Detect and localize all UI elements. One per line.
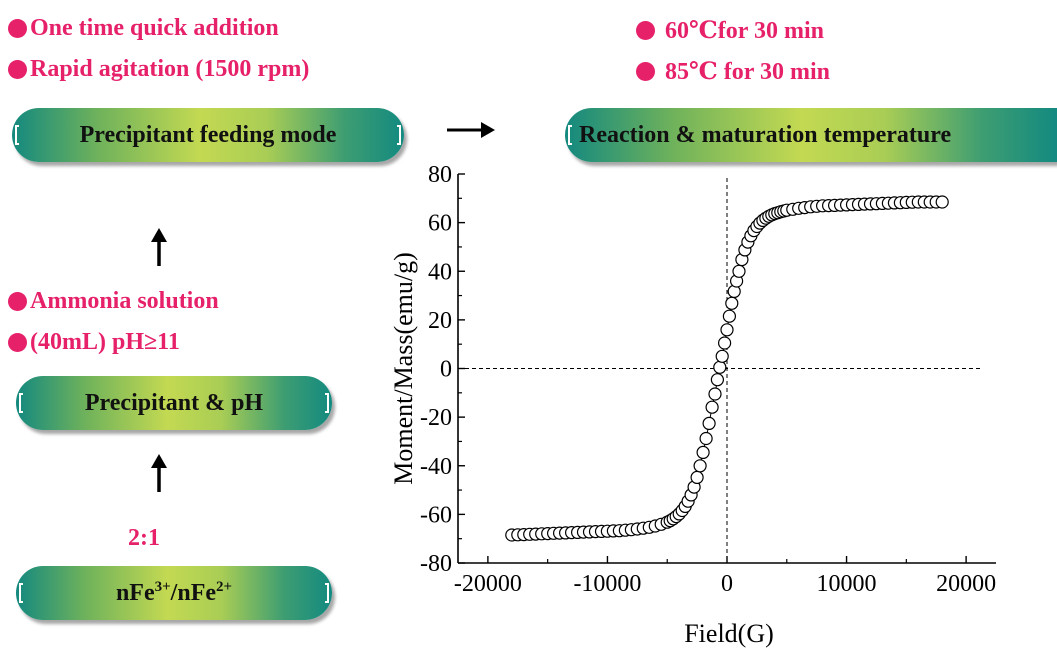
data-point <box>699 431 713 446</box>
bullet-dot-icon <box>8 19 27 38</box>
y-tick-label: 40 <box>428 259 452 285</box>
bullet-dot-icon <box>8 333 27 352</box>
step-precipitant-ph-label: Precipitant & pH <box>84 389 264 416</box>
data-point <box>935 195 949 209</box>
bullet-dot-icon <box>8 292 27 311</box>
up-arrow-icon <box>151 454 167 492</box>
x-tick-label: 20000 <box>936 571 996 597</box>
y-tick-label: -40 <box>420 454 452 480</box>
data-point <box>722 309 737 323</box>
feeding-condition-1: One time quick addition <box>8 15 279 42</box>
data-point <box>715 349 729 363</box>
data-point <box>720 323 734 337</box>
temperature-condition-2: 85℃ for 30 min <box>636 56 830 86</box>
step-fe-ratio: nFe3+/nFe2+ <box>16 566 332 620</box>
data-point <box>708 387 722 401</box>
y-tick-label: -60 <box>420 502 452 528</box>
step-feeding-mode-label: Precipitant feeding mode <box>79 121 337 148</box>
temperature-condition-1-text: 60℃for 30 min <box>665 18 824 44</box>
right-arrow-icon <box>447 122 495 138</box>
data-point <box>713 360 727 374</box>
y-tick-label: 60 <box>428 211 452 237</box>
precipitant-condition-1-text: Ammonia solution <box>30 288 219 314</box>
bullet-dot-icon <box>636 61 655 81</box>
feeding-condition-1-text: One time quick addition <box>30 15 279 41</box>
x-tick-label: -20000 <box>454 571 522 597</box>
y-tick-label: 20 <box>428 308 452 334</box>
bullet-dot-icon <box>636 20 655 40</box>
data-point <box>690 470 704 484</box>
data-point <box>717 336 732 350</box>
x-tick-label: 10000 <box>817 571 877 597</box>
y-tick-label: 0 <box>440 357 452 383</box>
x-tick-label: -10000 <box>573 571 641 597</box>
y-tick-label: -20 <box>420 405 452 431</box>
bullet-dot-icon <box>8 60 27 79</box>
data-point <box>705 400 719 414</box>
temperature-condition-2-text: 85℃ for 30 min <box>665 59 830 85</box>
data-point <box>696 445 710 459</box>
data-point <box>693 459 707 473</box>
step-fe-ratio-label: nFe3+/nFe2+ <box>115 579 233 606</box>
data-point <box>732 264 746 278</box>
y-tick-label: -80 <box>420 551 452 577</box>
data-point <box>710 373 725 387</box>
ratio-value: 2:1 <box>128 525 160 551</box>
x-axis-label: Field(G) <box>684 619 774 648</box>
precipitant-condition-2: (40mL) pH≥11 <box>8 329 180 356</box>
feeding-condition-2-text: Rapid agitation (1500 rpm) <box>30 56 310 82</box>
feeding-condition-2: Rapid agitation (1500 rpm) <box>8 56 309 83</box>
temperature-condition-1: 60℃for 30 min <box>636 15 824 45</box>
y-axis-label: Moment/Mass(emu/g) <box>389 252 418 485</box>
step-precipitant-ph: Precipitant & pH <box>16 376 332 430</box>
step-temperature: Reaction & maturation temperature <box>565 108 1057 162</box>
y-tick-label: 80 <box>428 162 452 188</box>
step-feeding-mode: Precipitant feeding mode <box>12 108 404 162</box>
data-point <box>725 296 739 310</box>
precipitant-condition-2-text: (40mL) pH≥11 <box>30 329 180 355</box>
precipitant-condition-1: Ammonia solution <box>8 288 219 315</box>
data-point <box>702 416 716 430</box>
up-arrow-icon <box>151 228 167 266</box>
x-tick-label: 0 <box>721 571 733 597</box>
step-temperature-label: Reaction & maturation temperature <box>579 121 952 148</box>
